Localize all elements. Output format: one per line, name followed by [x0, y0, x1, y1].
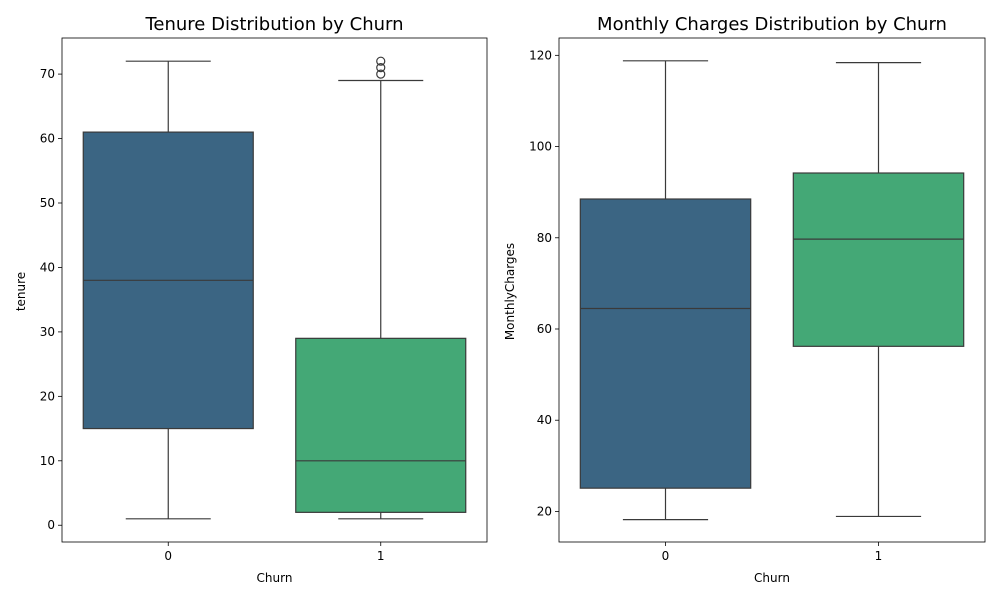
chart-title: Monthly Charges Distribution by Churn	[597, 14, 947, 35]
chart-tenure: Tenure Distribution by Churn Churn tenur…	[14, 14, 488, 585]
plot-frame	[558, 37, 986, 543]
x-tick-label: 0	[164, 549, 172, 563]
box-0	[579, 198, 752, 489]
y-tick-label: 0	[47, 518, 55, 532]
outlier-point	[376, 63, 386, 73]
x-tick-label: 0	[662, 549, 670, 563]
chart-title: Tenure Distribution by Churn	[144, 14, 403, 35]
y-tick-label: 40	[40, 260, 55, 274]
outlier-point	[376, 69, 386, 79]
outlier-point	[376, 56, 386, 66]
x-axis-label: Churn	[754, 571, 790, 585]
box-1	[792, 172, 965, 347]
y-tick-label: 20	[537, 504, 552, 518]
chart-monthly-charges: Monthly Charges Distribution by Churn Ch…	[503, 14, 986, 585]
x-tick-label: 1	[875, 549, 883, 563]
y-tick-label: 50	[40, 196, 55, 210]
y-tick-label: 30	[40, 325, 55, 339]
y-tick-label: 20	[40, 389, 55, 403]
x-tick-label: 1	[377, 549, 385, 563]
y-axis-label: tenure	[14, 272, 28, 311]
plot-frame	[61, 37, 488, 543]
x-axis-label: Churn	[257, 571, 293, 585]
y-axis-label: MonthlyCharges	[503, 243, 517, 340]
y-tick-label: 60	[40, 132, 55, 146]
y-tick-label: 10	[40, 454, 55, 468]
box-1	[295, 337, 467, 513]
y-tick-label: 120	[529, 48, 552, 62]
y-tick-label: 100	[529, 140, 552, 154]
y-tick-label: 40	[537, 413, 552, 427]
y-tick-label: 60	[537, 322, 552, 336]
y-tick-label: 70	[40, 67, 55, 81]
y-tick-label: 80	[537, 231, 552, 245]
